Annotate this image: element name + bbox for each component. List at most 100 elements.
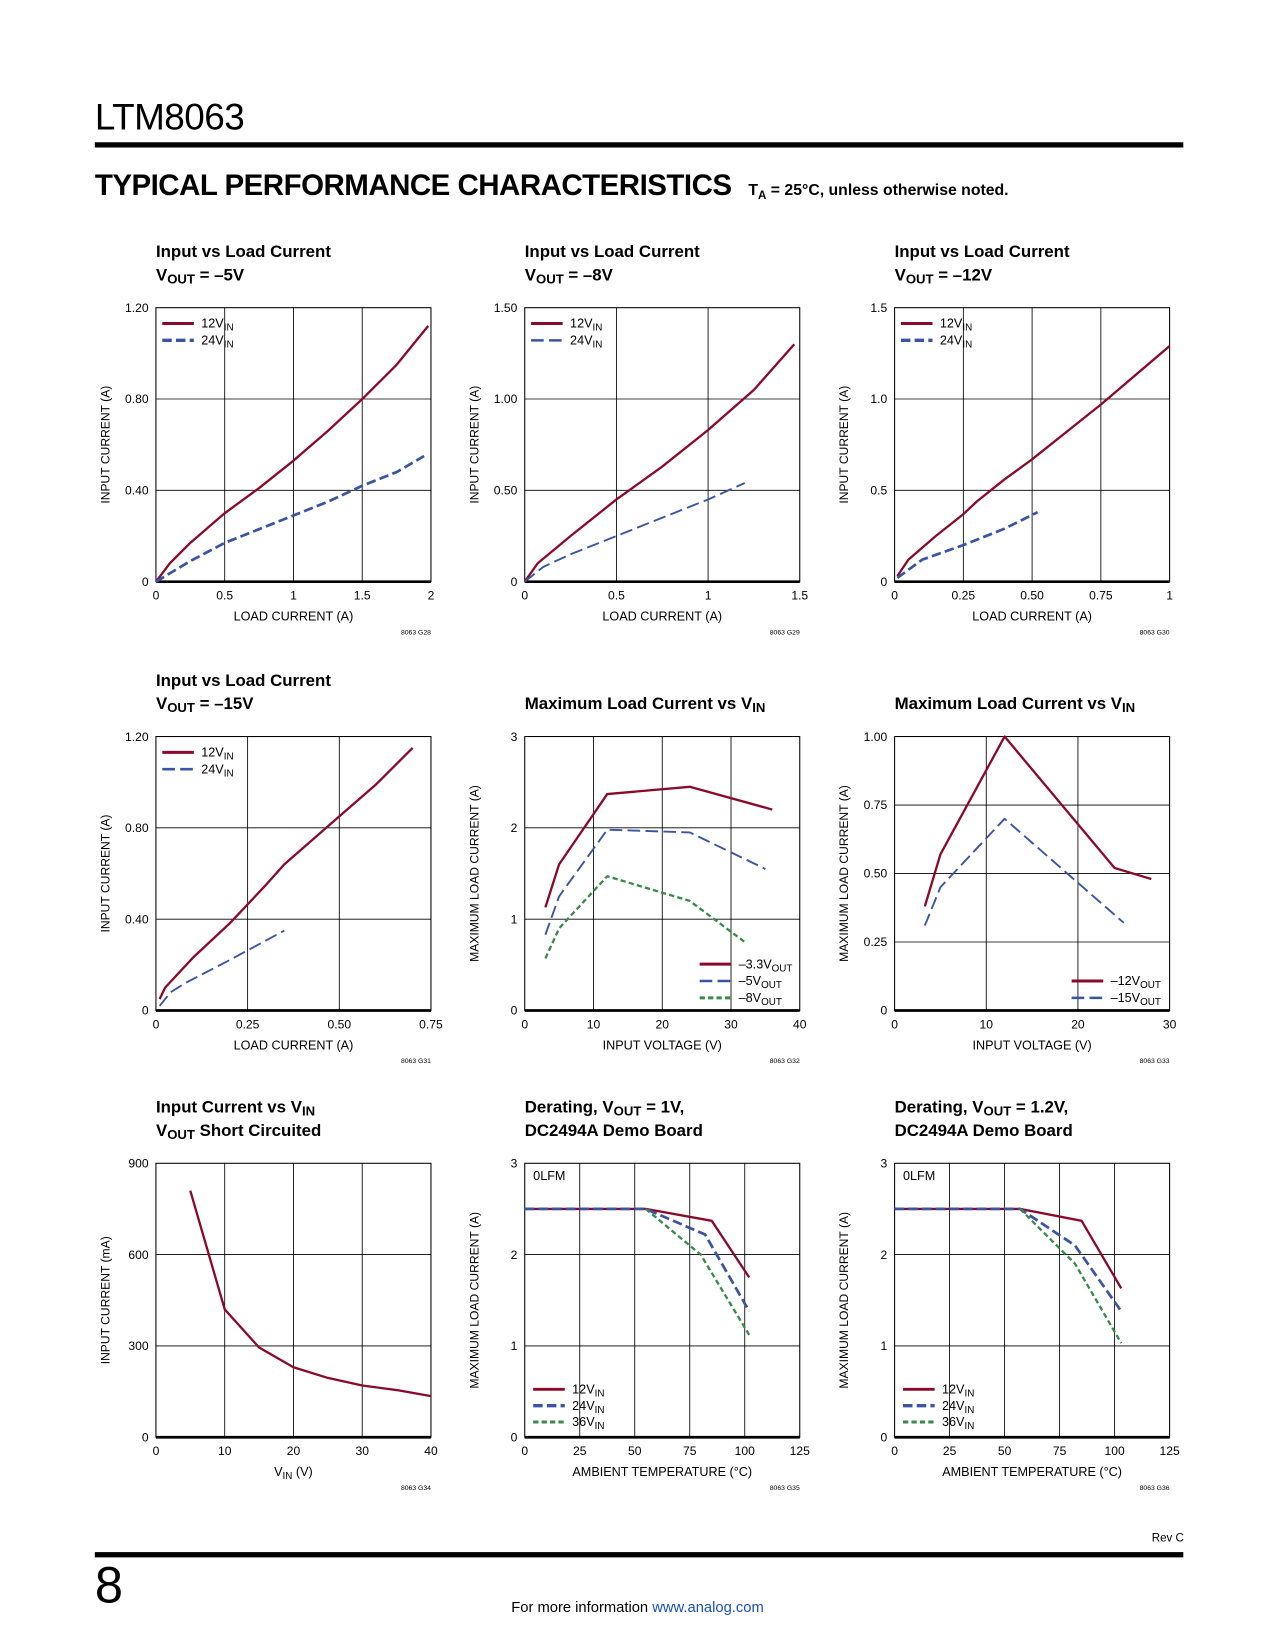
- x-axis-label: LOAD CURRENT (A): [234, 610, 354, 624]
- y-tick-label: 3: [880, 1156, 887, 1170]
- y-axis-label: INPUT CURRENT (mA): [99, 1236, 113, 1364]
- subscript: IN: [302, 1104, 315, 1119]
- subscript: OUT: [167, 1127, 195, 1142]
- y-tick-label: 1.20: [125, 730, 149, 744]
- legend-label: 12VIN: [201, 746, 233, 763]
- y-tick-label: 0.40: [125, 484, 149, 498]
- figure-code: 8063 G34: [401, 1485, 431, 1492]
- conditions-subscript: A: [758, 189, 767, 203]
- y-tick-label: 0.80: [125, 392, 149, 406]
- section-header: TYPICAL PERFORMANCE CHARACTERISTICS TA =…: [95, 169, 1009, 203]
- text-part: = 1V,: [641, 1098, 684, 1117]
- text-part: (V): [292, 1465, 312, 1479]
- plot-frame: [155, 736, 432, 1012]
- figure-code: 8063 G30: [1140, 629, 1170, 636]
- text-part: = –15V: [195, 694, 254, 713]
- legend-item: 24VIN: [533, 1399, 605, 1415]
- y-tick-label: 1.50: [494, 301, 518, 315]
- x-tick-label: 1: [290, 589, 297, 603]
- subscript: IN: [224, 339, 234, 350]
- text-part: Maximum Load Current vs V: [895, 694, 1123, 713]
- y-tick-label: 600: [128, 1248, 148, 1262]
- y-tick-label: 0.50: [864, 867, 888, 881]
- x-axis-label: LOAD CURRENT (A): [972, 610, 1092, 624]
- text-part: V: [156, 265, 168, 284]
- chart-6: Maximum Load Current vs VIN 0 10 20 30 0 0.25 0…: [837, 694, 1176, 1065]
- y-tick-label: 0: [880, 1430, 887, 1444]
- text-part: –5V: [739, 974, 762, 988]
- subscript: IN: [595, 1421, 605, 1432]
- text-part: 12V: [201, 746, 224, 760]
- footer-rule: [94, 1552, 1184, 1558]
- y-tick-label: 0.80: [125, 821, 149, 835]
- legend-label: 12VIN: [570, 317, 602, 333]
- y-tick-label: 2: [511, 821, 518, 835]
- chart-title: Derating, VOUT = 1.2V,: [895, 1098, 1069, 1119]
- x-tick-label: 10: [587, 1017, 601, 1031]
- chart-title: Input vs Load Current: [895, 242, 1070, 261]
- airflow-annotation: 0LFM: [903, 1169, 935, 1183]
- series-line-1: [544, 785, 773, 908]
- chart-title: Maximum Load Current vs VIN: [525, 694, 766, 715]
- y-tick-label: 0.25: [864, 935, 888, 949]
- y-axis-label: INPUT CURRENT (A): [99, 386, 113, 504]
- subscript: IN: [964, 1404, 974, 1415]
- series-line-1: [155, 325, 430, 583]
- x-tick-label: 0: [521, 1444, 528, 1458]
- x-tick-label: 25: [573, 1444, 587, 1458]
- y-tick-label: 300: [128, 1339, 148, 1353]
- y-tick-label: 0.75: [864, 798, 888, 812]
- legend-item: –12VOUT: [1071, 974, 1161, 991]
- chart-8: Derating, VOUT = 1V, DC2494A Demo Board 0 2…: [467, 1098, 810, 1492]
- analog-website-link[interactable]: www.analog.com: [652, 1598, 764, 1616]
- legend-label: 12VIN: [572, 1383, 604, 1400]
- x-tick-label: 50: [628, 1444, 642, 1458]
- x-tick-label: 0: [891, 589, 898, 603]
- x-axis-label: AMBIENT TEMPERATURE (°C): [942, 1465, 1122, 1479]
- chart-1: Input vs Load Current VOUT = –5V 0 0.5 1 1.5 2…: [99, 242, 435, 636]
- legend-item: 12VIN: [162, 746, 234, 763]
- section-title: TYPICAL PERFORMANCE CHARACTERISTICS: [94, 168, 732, 202]
- x-tick-label: 0.75: [1089, 589, 1113, 603]
- series-line-2: [923, 817, 1125, 926]
- x-tick-label: 0.5: [608, 589, 625, 603]
- text-part: Input vs Load Current: [525, 242, 700, 261]
- text-part: V: [895, 265, 907, 284]
- subscript: IN: [224, 751, 234, 762]
- chart-9: Derating, VOUT = 1.2V, DC2494A Demo Board…: [837, 1098, 1180, 1492]
- text-part: = –8V: [564, 265, 614, 284]
- x-tick-label: 0: [891, 1017, 898, 1031]
- text-part: DC2494A Demo Board: [895, 1121, 1073, 1140]
- x-tick-label: 50: [998, 1444, 1012, 1458]
- subscript: IN: [593, 339, 603, 350]
- x-tick-label: 10: [980, 1017, 994, 1031]
- series-line-2: [896, 510, 1039, 580]
- text-part: INPUT VOLTAGE (V): [603, 1038, 722, 1052]
- subscript: IN: [962, 339, 972, 350]
- text-part: 12V: [940, 317, 963, 331]
- x-tick-label: 0.25: [236, 1017, 260, 1031]
- y-tick-label: 2: [511, 1248, 518, 1262]
- x-axis-label: INPUT VOLTAGE (V): [972, 1038, 1091, 1052]
- text-part: LOAD CURRENT (A): [234, 1038, 354, 1052]
- text-part: –3.3V: [739, 957, 773, 971]
- y-tick-label: 0: [511, 1430, 518, 1444]
- y-tick-label: 3: [511, 1156, 518, 1170]
- y-axis-label: INPUT CURRENT (A): [99, 815, 113, 933]
- text-part: Short Circuited: [195, 1121, 321, 1140]
- legend-item: –15VOUT: [1071, 991, 1161, 1008]
- y-tick-label: 2: [880, 1248, 887, 1262]
- legend-item: 24VIN: [903, 1399, 974, 1415]
- header-rule: [94, 142, 1184, 148]
- text-part: LOAD CURRENT (A): [602, 610, 722, 624]
- subscript: OUT: [1140, 980, 1161, 991]
- x-tick-label: 20: [287, 1444, 301, 1458]
- legend-item: 24VIN: [531, 334, 603, 350]
- text-part: INPUT VOLTAGE (V): [972, 1038, 1091, 1052]
- text-part: Derating, V: [525, 1098, 615, 1117]
- x-tick-label: 0.25: [952, 589, 976, 603]
- x-tick-label: 10: [218, 1444, 232, 1458]
- subscript: OUT: [614, 1104, 642, 1119]
- series-line-1: [923, 735, 1152, 907]
